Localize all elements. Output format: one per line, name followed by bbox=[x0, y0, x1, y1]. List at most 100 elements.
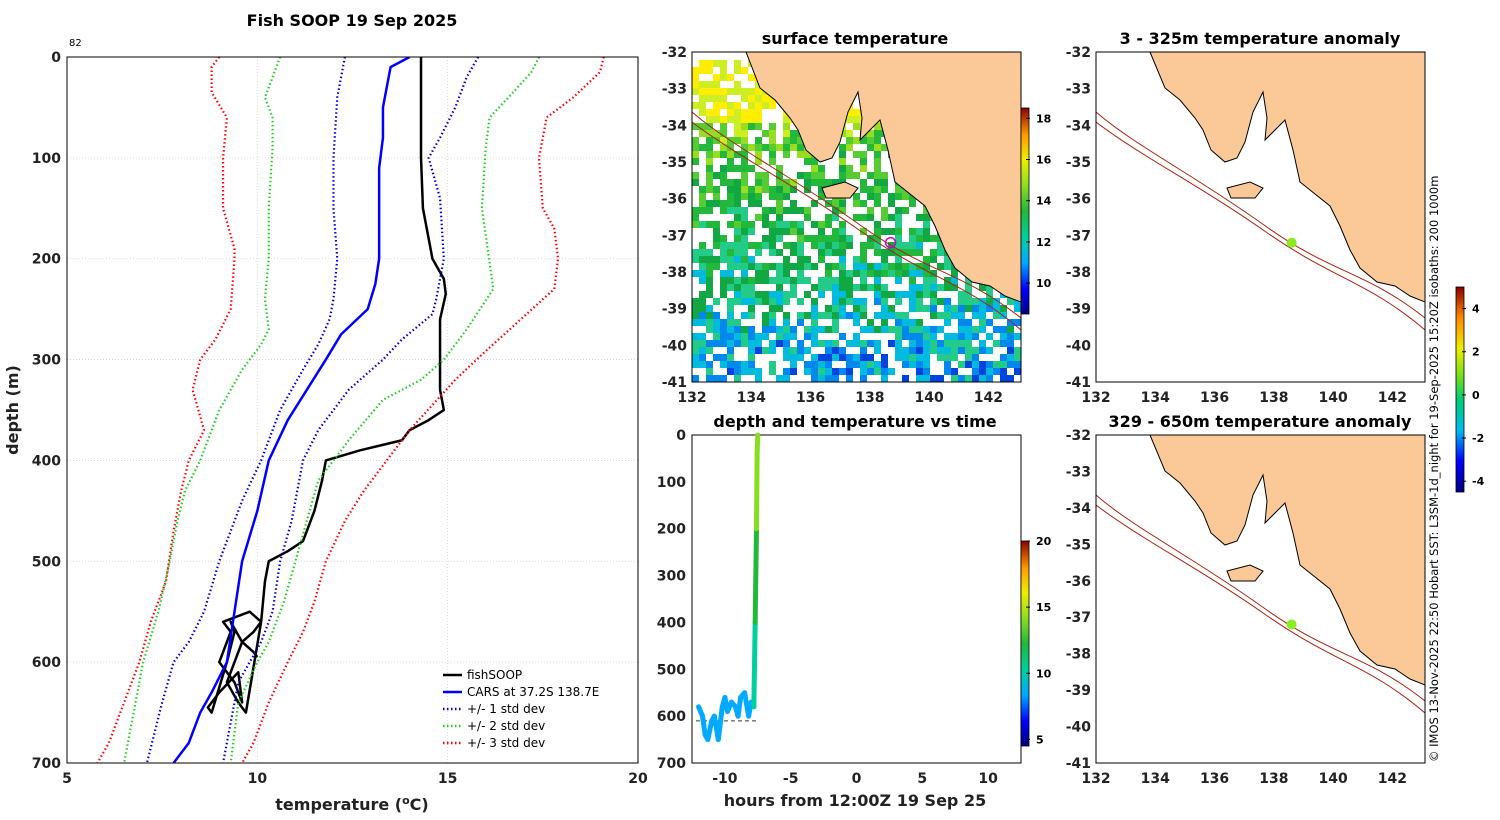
sst-cell bbox=[895, 207, 902, 214]
anomaly-shallow-ytick-label: -37 bbox=[1066, 228, 1091, 244]
anomaly-shallow-xtick-label: 136 bbox=[1200, 390, 1229, 406]
sst-cell bbox=[839, 207, 846, 214]
sst-cell bbox=[1014, 319, 1021, 326]
sst-cell bbox=[930, 333, 937, 340]
anomaly-deep-xtick-label: 136 bbox=[1200, 771, 1229, 787]
sst-cell bbox=[916, 347, 923, 354]
sst-cell bbox=[881, 305, 888, 312]
sst-cell bbox=[846, 165, 853, 172]
sst-cell bbox=[734, 200, 741, 207]
sst-cell bbox=[713, 319, 720, 326]
sst-cell bbox=[909, 277, 916, 284]
sst-cell bbox=[839, 270, 846, 277]
sst-cell bbox=[706, 277, 713, 284]
sst-cell bbox=[909, 291, 916, 298]
sst-ytick-label: -37 bbox=[662, 228, 687, 244]
sst-cell bbox=[720, 60, 727, 67]
sst-cell bbox=[741, 270, 748, 277]
sst-cell bbox=[944, 354, 951, 361]
anomaly-deep-title: 329 - 650m temperature anomaly bbox=[1109, 412, 1412, 431]
sst-cell bbox=[748, 95, 755, 102]
sst-cell bbox=[783, 277, 790, 284]
sst-cell bbox=[986, 319, 993, 326]
sst-cell bbox=[776, 333, 783, 340]
profile-ytick-label: 700 bbox=[32, 756, 61, 772]
sst-cell bbox=[713, 137, 720, 144]
sst-cell bbox=[944, 340, 951, 347]
sst-cell bbox=[860, 214, 867, 221]
sst-cell bbox=[734, 67, 741, 74]
sst-cell bbox=[741, 130, 748, 137]
sst-cell bbox=[853, 312, 860, 319]
sst-cell bbox=[713, 186, 720, 193]
sst-cell bbox=[811, 354, 818, 361]
sst-cell bbox=[706, 151, 713, 158]
sst-cell bbox=[720, 172, 727, 179]
sst-cell bbox=[811, 165, 818, 172]
sst-cell bbox=[944, 298, 951, 305]
sst-cell bbox=[783, 270, 790, 277]
sst-cell bbox=[692, 102, 699, 109]
sst-cell bbox=[825, 326, 832, 333]
sst-cell bbox=[951, 368, 958, 375]
sst-cell bbox=[811, 305, 818, 312]
sst-cell bbox=[902, 193, 909, 200]
sst-cell bbox=[727, 263, 734, 270]
sst-cell bbox=[832, 277, 839, 284]
sst-cell bbox=[979, 361, 986, 368]
sst-cell bbox=[902, 249, 909, 256]
sst-cell bbox=[846, 375, 853, 382]
sst-cell bbox=[874, 151, 881, 158]
sst-cell bbox=[699, 270, 706, 277]
sst-cell bbox=[720, 179, 727, 186]
sst-cell bbox=[818, 291, 825, 298]
timeseries-colorbar-tick-label: 15 bbox=[1036, 601, 1051, 614]
timeseries-ytick-label: 400 bbox=[657, 615, 686, 631]
sst-cell bbox=[692, 333, 699, 340]
sst-cell bbox=[832, 347, 839, 354]
timeseries-ytick-label: 0 bbox=[676, 428, 686, 444]
sst-cell bbox=[958, 312, 965, 319]
sst-cell bbox=[776, 165, 783, 172]
sst-cell bbox=[769, 305, 776, 312]
sst-cell bbox=[755, 200, 762, 207]
sst-cell bbox=[699, 298, 706, 305]
sst-cell bbox=[860, 354, 867, 361]
sst-cell bbox=[958, 305, 965, 312]
sst-cell bbox=[706, 221, 713, 228]
sst-cell bbox=[720, 165, 727, 172]
sst-cell bbox=[755, 158, 762, 165]
profile-series-std2 bbox=[229, 57, 541, 763]
sst-cell bbox=[937, 354, 944, 361]
sst-cell bbox=[1014, 298, 1021, 305]
sst-cell bbox=[846, 242, 853, 249]
sst-cell bbox=[762, 144, 769, 151]
sst-cell bbox=[881, 375, 888, 382]
sst-cell bbox=[776, 179, 783, 186]
sst-cell bbox=[965, 291, 972, 298]
sst-cell bbox=[986, 361, 993, 368]
anomaly-deep-axes-box bbox=[1095, 434, 1426, 764]
sst-cell bbox=[769, 277, 776, 284]
sst-cell bbox=[811, 298, 818, 305]
sst-cell bbox=[741, 95, 748, 102]
sst-cell bbox=[951, 333, 958, 340]
timeseries-colorbar-tick-label: 5 bbox=[1036, 733, 1044, 746]
sst-cell bbox=[825, 305, 832, 312]
sst-cell bbox=[853, 151, 860, 158]
sst-cell bbox=[720, 200, 727, 207]
sst-cell bbox=[881, 326, 888, 333]
sst-cell bbox=[790, 263, 797, 270]
sst-cell bbox=[783, 291, 790, 298]
sst-cell bbox=[944, 333, 951, 340]
sst-cell bbox=[713, 235, 720, 242]
sst-cell bbox=[1007, 333, 1014, 340]
sst-cell bbox=[727, 193, 734, 200]
sst-cell bbox=[944, 305, 951, 312]
sst-cell bbox=[727, 270, 734, 277]
sst-cell bbox=[895, 319, 902, 326]
sst-cell bbox=[755, 102, 762, 109]
sst-cell bbox=[713, 116, 720, 123]
sst-ytick-label: -33 bbox=[662, 82, 687, 98]
sst-cell bbox=[839, 284, 846, 291]
